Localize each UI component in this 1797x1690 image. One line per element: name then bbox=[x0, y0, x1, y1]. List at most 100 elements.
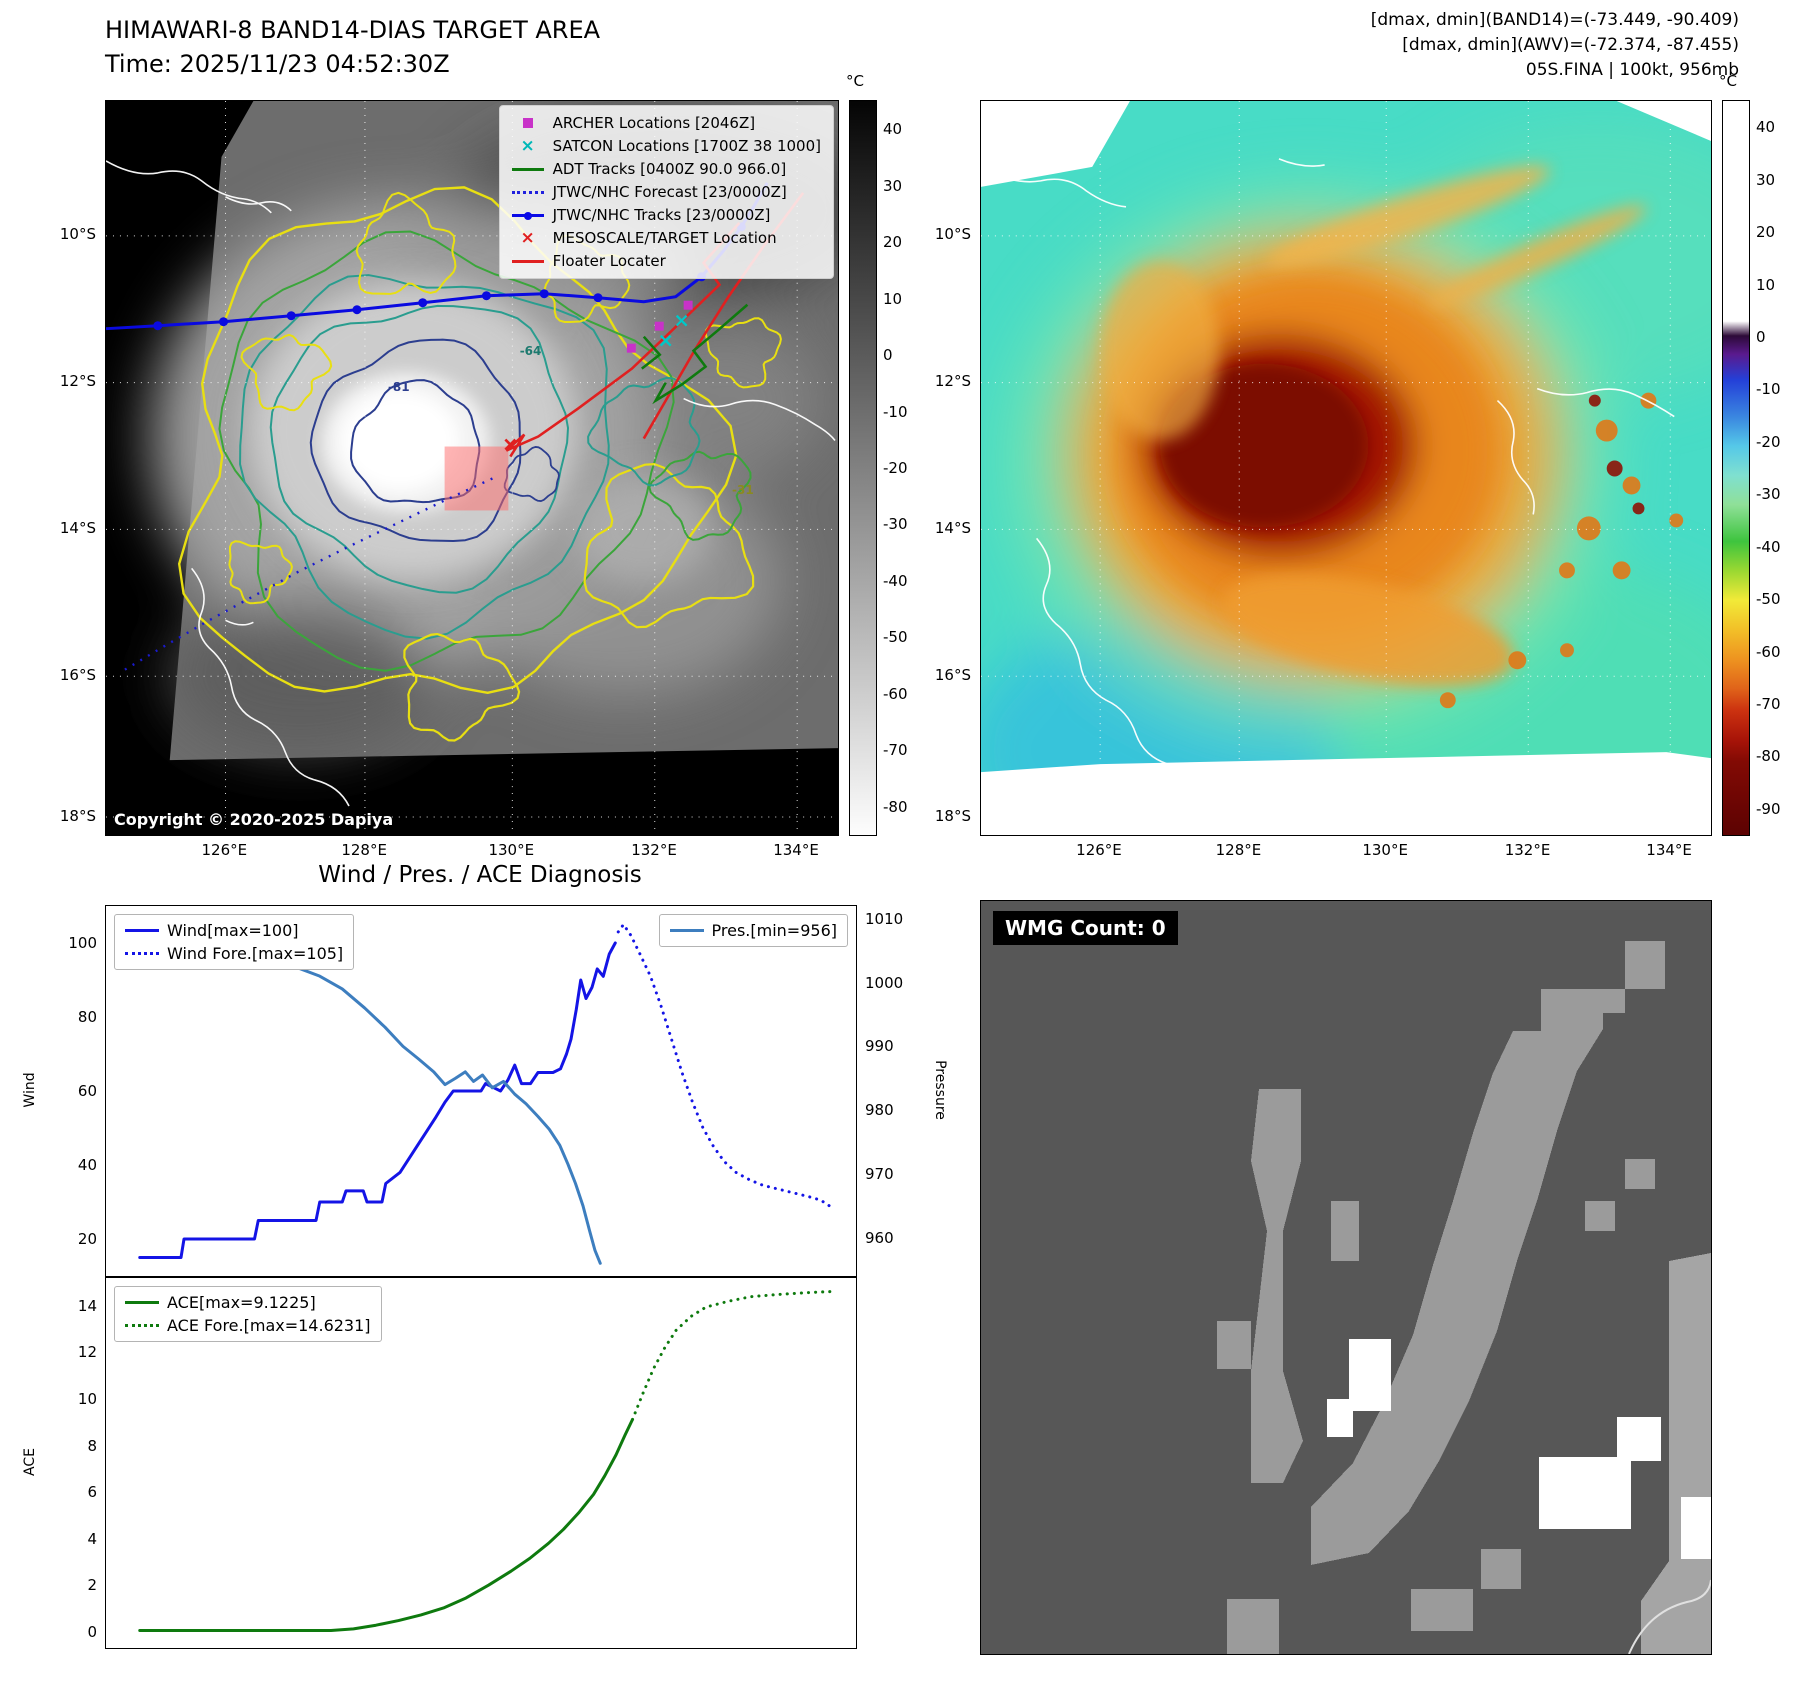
colorbar-tick: 0 bbox=[883, 346, 893, 365]
line-marker-icon bbox=[511, 167, 544, 171]
line-sample-icon bbox=[125, 929, 159, 932]
legend-label: ADT Tracks [0400Z 90.0 966.0] bbox=[552, 160, 787, 178]
legend-item: JTWC/NHC Forecast [23/0000Z] bbox=[511, 183, 821, 201]
colorbar-tick: -10 bbox=[883, 402, 908, 421]
ace-axis-ticks: 0 2 4 6 8 10 12 14 bbox=[56, 1278, 106, 1648]
wind-legend: Wind[max=100] Wind Fore.[max=105] bbox=[114, 914, 355, 970]
legend-label: SATCON Locations [1700Z 38 1000] bbox=[552, 137, 821, 155]
ace-legend: ACE[max=9.1225] ACE Fore.[max=14.6231] bbox=[114, 1286, 382, 1342]
colorbar-tick: -70 bbox=[1756, 694, 1781, 713]
colorbar-tick: -80 bbox=[1756, 747, 1781, 766]
colorbar-tick: 20 bbox=[1756, 223, 1776, 242]
chart-legend-item: Wind Fore.[max=105] bbox=[125, 944, 343, 963]
legend-label: JTWC/NHC Tracks [23/0000Z] bbox=[552, 206, 771, 224]
dotted-marker-icon bbox=[511, 190, 544, 194]
colorbar-tick: -30 bbox=[883, 515, 908, 534]
ace-chart: ACE[max=9.1225] ACE Fore.[max=14.6231] 0 2… bbox=[78, 1277, 857, 1649]
chart-tick: 980 bbox=[865, 1101, 894, 1120]
colorbar-tick: -20 bbox=[883, 459, 908, 477]
diagnostic-info: [dmax, dmin](BAND14)=(-73.449, -90.409) … bbox=[1371, 8, 1739, 83]
wind-pressure-plot bbox=[106, 906, 856, 1276]
target-area-box bbox=[444, 446, 509, 511]
pressure-axis-ticks: 960 970 980 990 1000 1010 bbox=[856, 906, 910, 1276]
ir-colorbar: 40 30 20 10 0 -10 -20 -30 -40 -50 -60 -70 -80 -90 bbox=[1722, 100, 1781, 836]
ace-plot bbox=[106, 1278, 856, 1648]
colorbar-tick: -60 bbox=[1756, 642, 1781, 661]
legend-item: × SATCON Locations [1700Z 38 1000] bbox=[512, 137, 821, 155]
line-dot-marker-icon bbox=[511, 211, 544, 220]
enhanced-ir-image bbox=[981, 101, 1711, 835]
pressure-axis-label: Pressure bbox=[932, 1060, 948, 1120]
square-marker-icon bbox=[522, 118, 533, 128]
line-sample-icon bbox=[125, 1301, 159, 1304]
colorbar-tick: 30 bbox=[1756, 170, 1776, 189]
colorbar-tick: 0 bbox=[1756, 327, 1766, 346]
colorbar-tick: 30 bbox=[883, 176, 903, 195]
chart-tick: 1000 bbox=[865, 973, 904, 992]
info-line-1: [dmax, dmin](BAND14)=(-73.449, -90.409) bbox=[1370, 10, 1739, 30]
x-axis-tick: 132°E bbox=[631, 841, 677, 859]
chart-tick: 2 bbox=[87, 1576, 97, 1595]
info-line-3: 05S.FINA | 100kt, 956mb bbox=[1525, 60, 1739, 80]
colorbar-tick: -10 bbox=[1756, 380, 1781, 399]
y-axis-tick: 16°S bbox=[59, 665, 96, 684]
chart-tick: 4 bbox=[87, 1529, 97, 1548]
info-line-2: [dmax, dmin](AWV)=(-72.374, -87.455) bbox=[1402, 35, 1739, 55]
y-axis-tick: 18°S bbox=[59, 806, 96, 825]
chart-tick: 100 bbox=[68, 934, 97, 952]
pressure-legend: Pres.[min=956] bbox=[658, 914, 848, 947]
colorbar-tick: -40 bbox=[1756, 537, 1781, 556]
colorbar-tick: 20 bbox=[883, 233, 903, 252]
map-legend: ARCHER Locations [2046Z] × SATCON Location… bbox=[498, 105, 834, 279]
y-axis-tick: 12°S bbox=[934, 372, 971, 391]
x-axis-tick: 126°E bbox=[1076, 841, 1122, 859]
colorbar-tick: 10 bbox=[883, 289, 903, 308]
legend-item: ARCHER Locations [2046Z] bbox=[512, 114, 821, 132]
colorbar-tick: -30 bbox=[1756, 485, 1781, 504]
wind-axis-ticks: 20 40 60 80 100 bbox=[56, 906, 106, 1276]
copyright-text: Copyright © 2020-2025 Dapiya bbox=[114, 810, 394, 829]
temperature-contours bbox=[178, 186, 782, 742]
x-marker-icon: × bbox=[520, 135, 535, 156]
chart-legend-item: ACE[max=9.1225] bbox=[125, 1293, 371, 1312]
legend-label: Floater Locater bbox=[552, 252, 666, 270]
wmg-mask-image bbox=[981, 901, 1711, 1654]
y-axis-tick: 16°S bbox=[934, 665, 971, 684]
chart-tick: 990 bbox=[865, 1037, 894, 1056]
colorbar-tick: 40 bbox=[1756, 118, 1776, 137]
chart-tick: 80 bbox=[77, 1008, 97, 1026]
wmg-panel: WMG Count: 0 bbox=[980, 900, 1712, 1655]
chart-legend-item: Wind[max=100] bbox=[125, 921, 343, 940]
chart-legend-label: ACE Fore.[max=14.6231] bbox=[167, 1316, 371, 1335]
ace-axis-label: ACE bbox=[22, 1448, 38, 1476]
line-sample-icon bbox=[125, 952, 159, 955]
satellite-timestamp: Time: 2025/11/23 04:52:30Z bbox=[105, 50, 450, 78]
line-marker-icon bbox=[511, 259, 544, 263]
x-axis-tick: 134°E bbox=[1646, 841, 1692, 859]
y-axis-tick: 18°S bbox=[934, 806, 971, 825]
colorbar-tick: -20 bbox=[1756, 432, 1781, 451]
colorbar-tick: 10 bbox=[1756, 275, 1776, 294]
enhanced-ir-map bbox=[980, 100, 1712, 836]
chart-legend-item: ACE Fore.[max=14.6231] bbox=[125, 1316, 371, 1335]
x-axis-tick: 134°E bbox=[773, 841, 819, 859]
diagnosis-title: Wind / Pres. / ACE Diagnosis bbox=[318, 862, 642, 888]
chart-tick: 10 bbox=[77, 1390, 97, 1408]
chart-tick: 8 bbox=[87, 1436, 97, 1455]
chart-tick: 960 bbox=[865, 1228, 894, 1247]
y-axis-tick: 12°S bbox=[59, 372, 96, 391]
coastlines bbox=[106, 160, 836, 807]
line-sample-icon bbox=[669, 929, 704, 932]
chart-tick: 6 bbox=[87, 1483, 97, 1502]
chart-legend-label: Pres.[min=956] bbox=[711, 921, 837, 940]
chart-tick: 14 bbox=[77, 1296, 97, 1315]
legend-item: ADT Tracks [0400Z 90.0 966.0] bbox=[511, 160, 821, 178]
legend-label: JTWC/NHC Forecast [23/0000Z] bbox=[552, 183, 787, 201]
legend-item: × MESOSCALE/TARGET Location bbox=[512, 229, 821, 247]
chart-legend-item: Pres.[min=956] bbox=[669, 921, 837, 940]
chart-tick: 0 bbox=[87, 1622, 97, 1641]
y-axis-tick: 10°S bbox=[934, 225, 971, 244]
colorbar-unit: °C bbox=[846, 72, 864, 90]
legend-label: ARCHER Locations [2046Z] bbox=[552, 114, 756, 132]
x-axis-tick: 130°E bbox=[488, 841, 535, 859]
